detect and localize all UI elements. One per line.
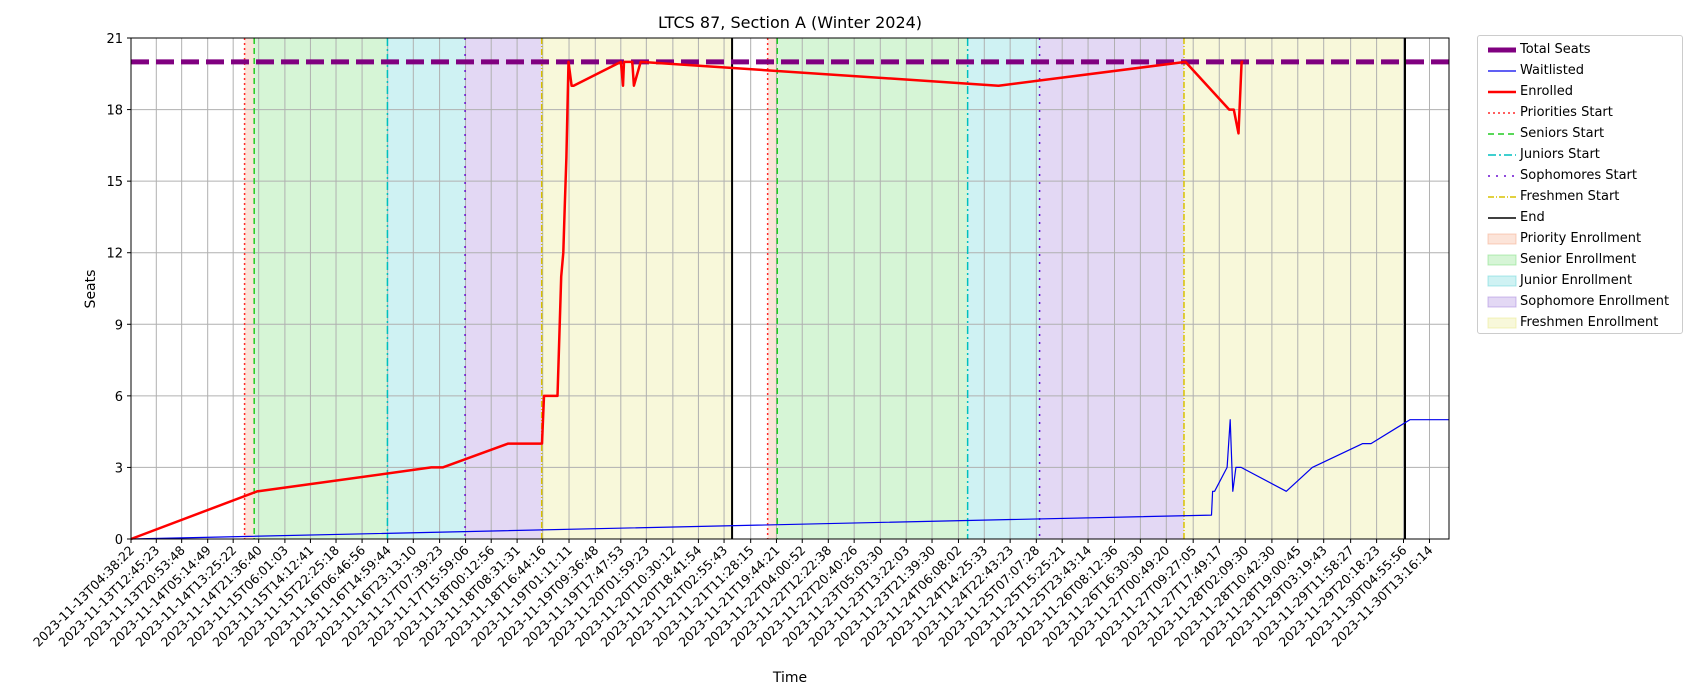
legend-label: Enrolled [1520,84,1573,99]
y-tick-label: 3 [115,461,123,476]
enrollment-periods [244,38,1406,539]
legend-label: Sophomore Enrollment [1520,294,1670,309]
legend-item: Sophomore Enrollment [1478,292,1682,312]
period-band [387,38,466,539]
legend-label: Priorities Start [1520,105,1613,120]
legend-swatch [1487,317,1517,329]
legend-swatch [1487,254,1517,266]
legend-swatch [1488,175,1516,177]
legend-swatch [1487,296,1517,308]
legend-item: Waitlisted [1478,61,1682,81]
legend-item: Juniors Start [1478,145,1682,165]
y-axis-ticks: 0 3 6 9 12 15 18 21 [106,32,131,548]
y-tick-label: 18 [106,104,123,119]
chart-title: LTCS 87, Section A (Winter 2024) [658,13,922,32]
period-band [254,38,388,539]
period-band [541,38,733,539]
legend-label: Junior Enrollment [1520,273,1633,288]
legend-swatch [1487,275,1517,287]
legend-swatch [1487,233,1517,245]
legend-label: Freshmen Enrollment [1520,315,1659,330]
series-line [130,60,1244,541]
legend-label: Total Seats [1520,42,1591,57]
legend-label: Juniors Start [1520,147,1600,162]
y-tick-label: 15 [106,175,123,190]
legend-item: Seniors Start [1478,124,1682,144]
legend-label: Freshmen Start [1520,189,1620,204]
legend-label: Seniors Start [1520,126,1605,141]
legend-item: Priority Enrollment [1478,229,1682,249]
legend-label: Sophomores Start [1520,168,1637,183]
phase-start-lines [243,38,1407,539]
legend-swatch [1488,112,1516,114]
legend-item: Enrolled [1478,82,1682,102]
legend-label: End [1520,210,1545,225]
period-band [244,38,255,539]
legend-label: Waitlisted [1520,63,1585,78]
period-band [1039,38,1184,539]
legend-swatch [1488,90,1516,94]
legend-item: Freshmen Enrollment [1478,313,1682,333]
legend-swatch [1488,196,1516,198]
legend-swatch [1488,47,1516,53]
y-tick-label: 0 [115,533,123,548]
data-series [130,59,1449,541]
legend: Total Seats Waitlisted Enrolled Priorities … [1477,35,1683,334]
period-band [967,38,1040,539]
period-band [767,38,778,539]
y-tick-label: 12 [106,247,123,262]
y-tick-label: 21 [106,32,123,47]
legend-swatch [1488,70,1516,72]
legend-swatch [1488,133,1516,135]
x-axis-ticks: 2023-11-13T04:38:222023-11-13T12:45:2320… [30,539,1436,650]
legend-item: End [1478,208,1682,228]
y-tick-label: 6 [115,390,123,405]
legend-item: Freshmen Start [1478,187,1682,207]
series-line [130,419,1449,540]
period-band [1183,38,1406,539]
period-band [777,38,968,539]
legend-item: Priorities Start [1478,103,1682,123]
y-axis-label: Seats [83,270,99,309]
legend-item: Sophomores Start [1478,166,1682,186]
legend-item: Junior Enrollment [1478,271,1682,291]
legend-item: Total Seats [1478,40,1682,60]
y-tick-label: 9 [115,318,123,333]
plot-frame [130,37,1450,540]
x-axis-label: Time [772,670,807,686]
legend-item: Senior Enrollment [1478,250,1682,270]
period-band [465,38,542,539]
legend-swatch [1488,154,1516,156]
legend-swatch [1488,217,1516,219]
legend-label: Senior Enrollment [1520,252,1637,267]
legend-label: Priority Enrollment [1520,231,1642,246]
